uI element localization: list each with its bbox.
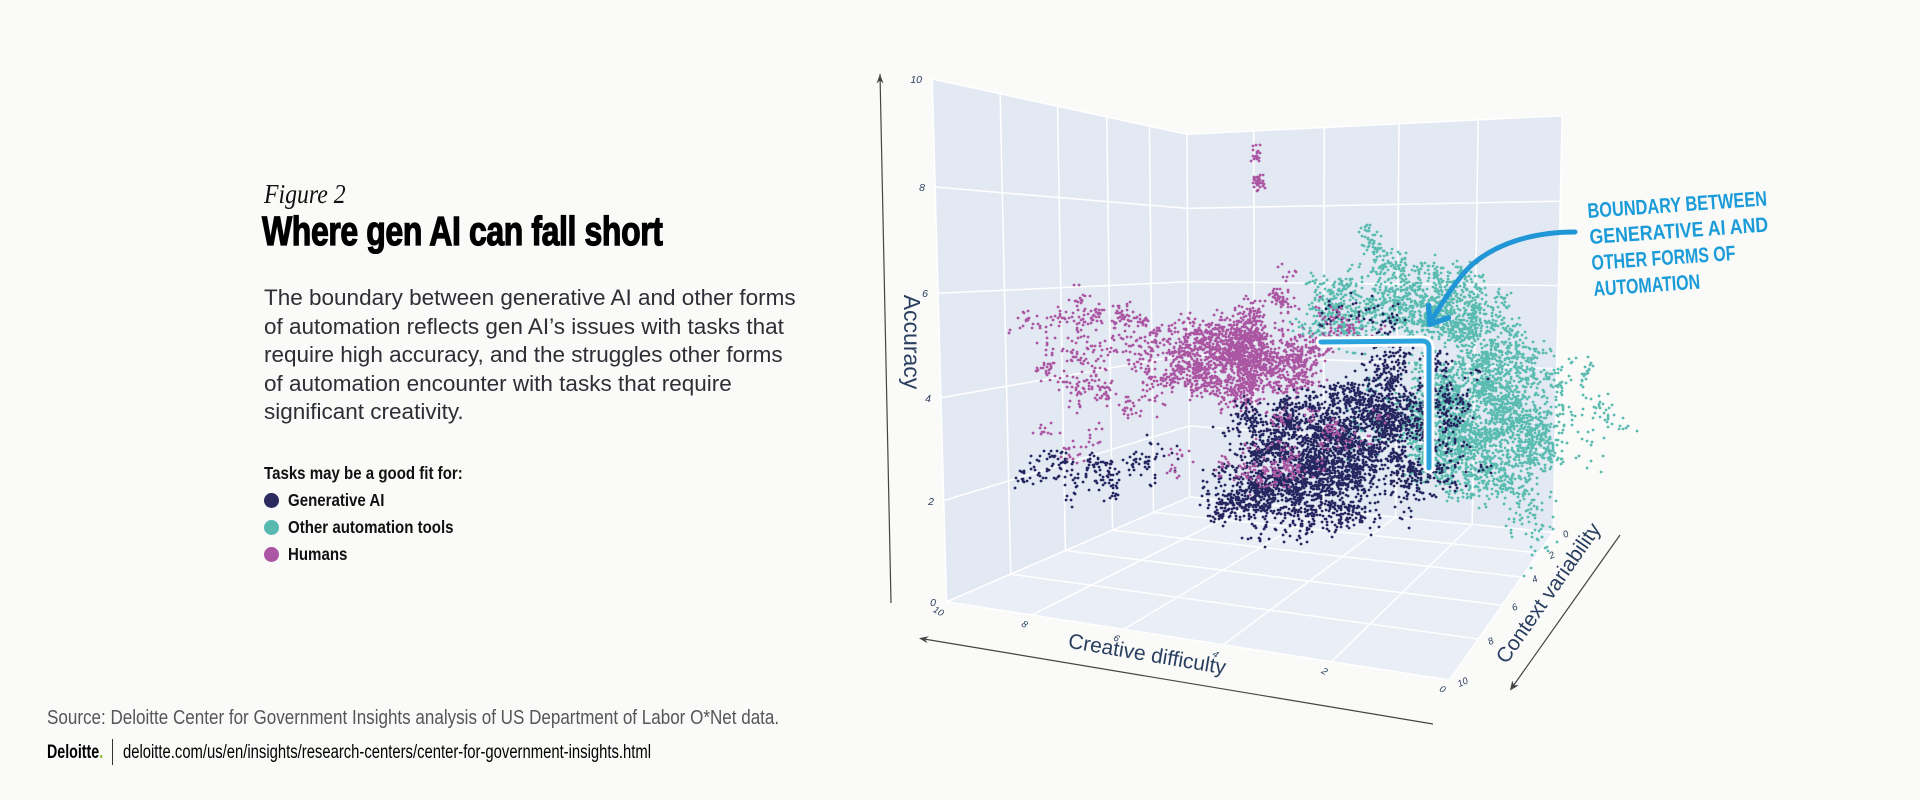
svg-text:2: 2 <box>1318 665 1330 678</box>
svg-text:0: 0 <box>1561 528 1571 541</box>
svg-text:6: 6 <box>1510 601 1520 614</box>
svg-text:0: 0 <box>930 597 936 609</box>
svg-text:10: 10 <box>1456 675 1471 690</box>
svg-text:10: 10 <box>910 74 922 86</box>
svg-text:AUTOMATION: AUTOMATION <box>1593 269 1701 300</box>
svg-text:8: 8 <box>1486 635 1496 648</box>
svg-text:6: 6 <box>1111 633 1122 646</box>
svg-text:8: 8 <box>919 182 925 194</box>
svg-text:2: 2 <box>927 496 934 508</box>
svg-text:2: 2 <box>1546 549 1557 562</box>
svg-text:8: 8 <box>1019 619 1030 632</box>
svg-text:0: 0 <box>1437 684 1448 697</box>
svg-text:6: 6 <box>922 288 928 300</box>
svg-text:4: 4 <box>1530 574 1539 586</box>
svg-text:4: 4 <box>1210 649 1220 661</box>
svg-text:4: 4 <box>925 393 931 405</box>
svg-text:Accuracy: Accuracy <box>899 295 925 390</box>
